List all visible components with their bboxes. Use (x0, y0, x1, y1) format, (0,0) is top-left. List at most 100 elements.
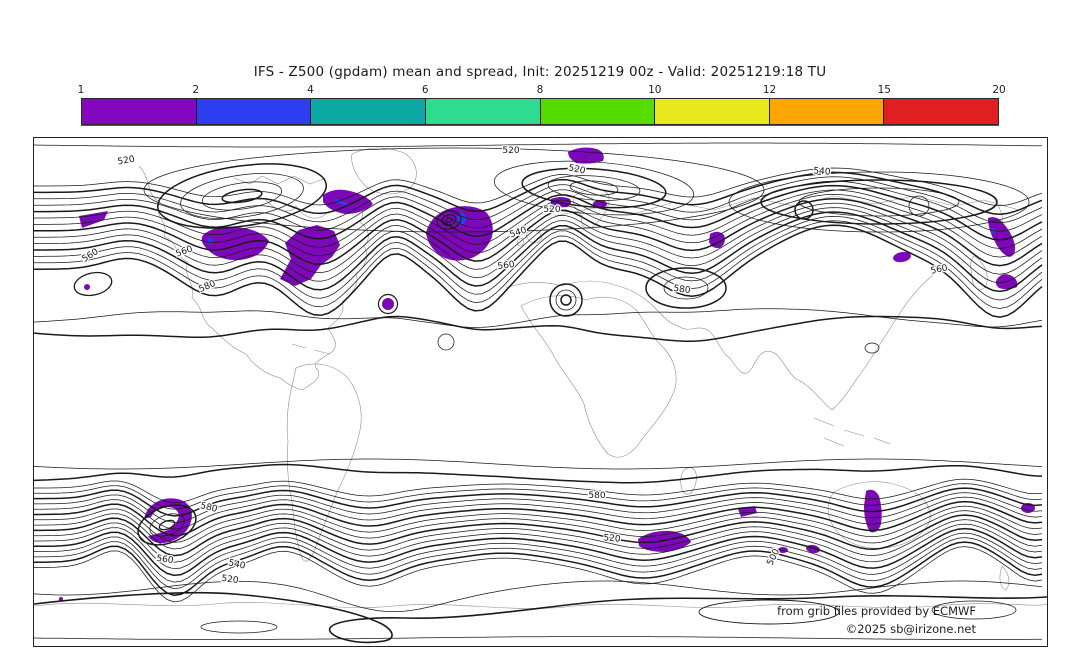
coastline (286, 363, 362, 562)
contour-ring (549, 283, 583, 317)
copyright-credit: ©2025 sb@irizone.net (845, 622, 976, 636)
spread-patch (382, 298, 394, 310)
contour-line (34, 523, 1043, 570)
contour-line (34, 505, 1043, 543)
coastline (520, 295, 677, 458)
coastline (138, 165, 303, 391)
coastline (301, 197, 369, 391)
coastline (233, 175, 327, 185)
contour-line (34, 546, 1043, 603)
contour-line (34, 180, 1043, 232)
spread-patch (79, 211, 108, 228)
colorbar-segment (196, 99, 312, 124)
spread-patch (59, 597, 63, 601)
spread-patch (84, 284, 90, 290)
contour-ring (377, 293, 399, 315)
contour-label: 580 (199, 501, 218, 515)
contour-line (34, 591, 1047, 644)
colorbar-segment (540, 99, 656, 124)
contour-ring (547, 175, 641, 201)
coastline (34, 602, 1047, 609)
colorbar-segment (769, 99, 885, 124)
colorbar-segment (311, 99, 426, 124)
contour-label: 520 (543, 205, 560, 215)
contour-line (34, 224, 1043, 318)
contour-ring (569, 180, 619, 196)
contour-label: 520 (567, 163, 586, 176)
contour-line (34, 527, 1043, 577)
contour-ring (908, 195, 930, 217)
colorbar-tick: 15 (877, 84, 891, 96)
contour-ring (798, 187, 960, 217)
contour-line (34, 510, 1043, 550)
colorbar-tick: 12 (762, 84, 777, 96)
contour-label: 520 (221, 574, 240, 586)
contour-label: 520 (117, 155, 136, 168)
colorbar-tick-labels: 1 2 4 6 8 10 12 15 20 (77, 84, 1006, 98)
contour-ring (445, 217, 453, 223)
contour-label: 560 (156, 554, 175, 566)
coastlines-layer (34, 147, 1047, 609)
colorbar-tick: 20 (992, 84, 1006, 96)
contour-ring (521, 167, 667, 209)
contour-ring (200, 620, 278, 634)
spread-patch (709, 231, 725, 249)
contour-ring (555, 289, 577, 311)
contour-ring (437, 333, 455, 351)
contour-line (34, 483, 1043, 510)
colorbar-tick: 2 (192, 84, 200, 96)
contour-line (34, 171, 1043, 215)
coastline (263, 197, 327, 219)
coastline (505, 280, 647, 301)
contour-ring (201, 181, 283, 211)
contour-line (34, 500, 1043, 537)
spread-patch (893, 251, 911, 263)
contour-ring (436, 210, 462, 230)
contour-ring (221, 188, 263, 204)
colorbar-tick: 6 (421, 84, 429, 96)
colorbar-segment (884, 99, 998, 124)
contour-line (34, 211, 1043, 293)
contour-line (34, 184, 1043, 241)
contour-line (34, 202, 1043, 275)
contour-label: 520 (603, 533, 621, 544)
z500-contour-map: 520 520 520 540 560 580 520 560 560 580 … (34, 142, 1047, 644)
colorbar-tick: 8 (536, 84, 544, 96)
contour-label: 560 (81, 247, 101, 265)
spread-patch-blue (207, 238, 213, 244)
contour-ring (441, 214, 457, 226)
coastline (827, 481, 931, 549)
contour-ring (760, 179, 998, 225)
contour-line (34, 580, 1043, 612)
contour-line (34, 308, 1043, 328)
contour-ring (158, 519, 176, 531)
spread-patch (201, 226, 269, 261)
colorbar: 1 2 4 6 8 10 12 15 20 (77, 84, 1006, 125)
contour-line (34, 176, 1043, 224)
contour-line (34, 478, 1043, 503)
contour-line (34, 194, 1043, 258)
colorbar-tick: 4 (307, 84, 314, 96)
colorbar-scale (81, 98, 999, 125)
contour-ring (864, 342, 880, 354)
contour-ring (493, 160, 695, 216)
contour-line (34, 519, 1043, 563)
contour-label: 580 (198, 279, 218, 295)
colorbar-segment (655, 99, 770, 124)
contour-ring (931, 600, 1017, 620)
contour-ring (156, 163, 328, 229)
contour-line (34, 463, 1043, 484)
spread-patch-blue (334, 198, 349, 207)
contour-line (34, 458, 1043, 470)
contour-line (34, 142, 1042, 148)
contour-ring (663, 276, 709, 300)
colorbar-tick: 1 (77, 84, 85, 96)
colorbar-tick: 10 (648, 84, 662, 96)
contour-line (34, 537, 1043, 590)
contour-line (34, 315, 1043, 342)
chart-title: IFS - Z500 (gpdam) mean and spread, Init… (253, 64, 827, 80)
contour-ring (180, 173, 304, 219)
contour-line (34, 189, 1043, 249)
contour-lines-layer (34, 142, 1047, 644)
contour-label: 540 (813, 166, 831, 177)
